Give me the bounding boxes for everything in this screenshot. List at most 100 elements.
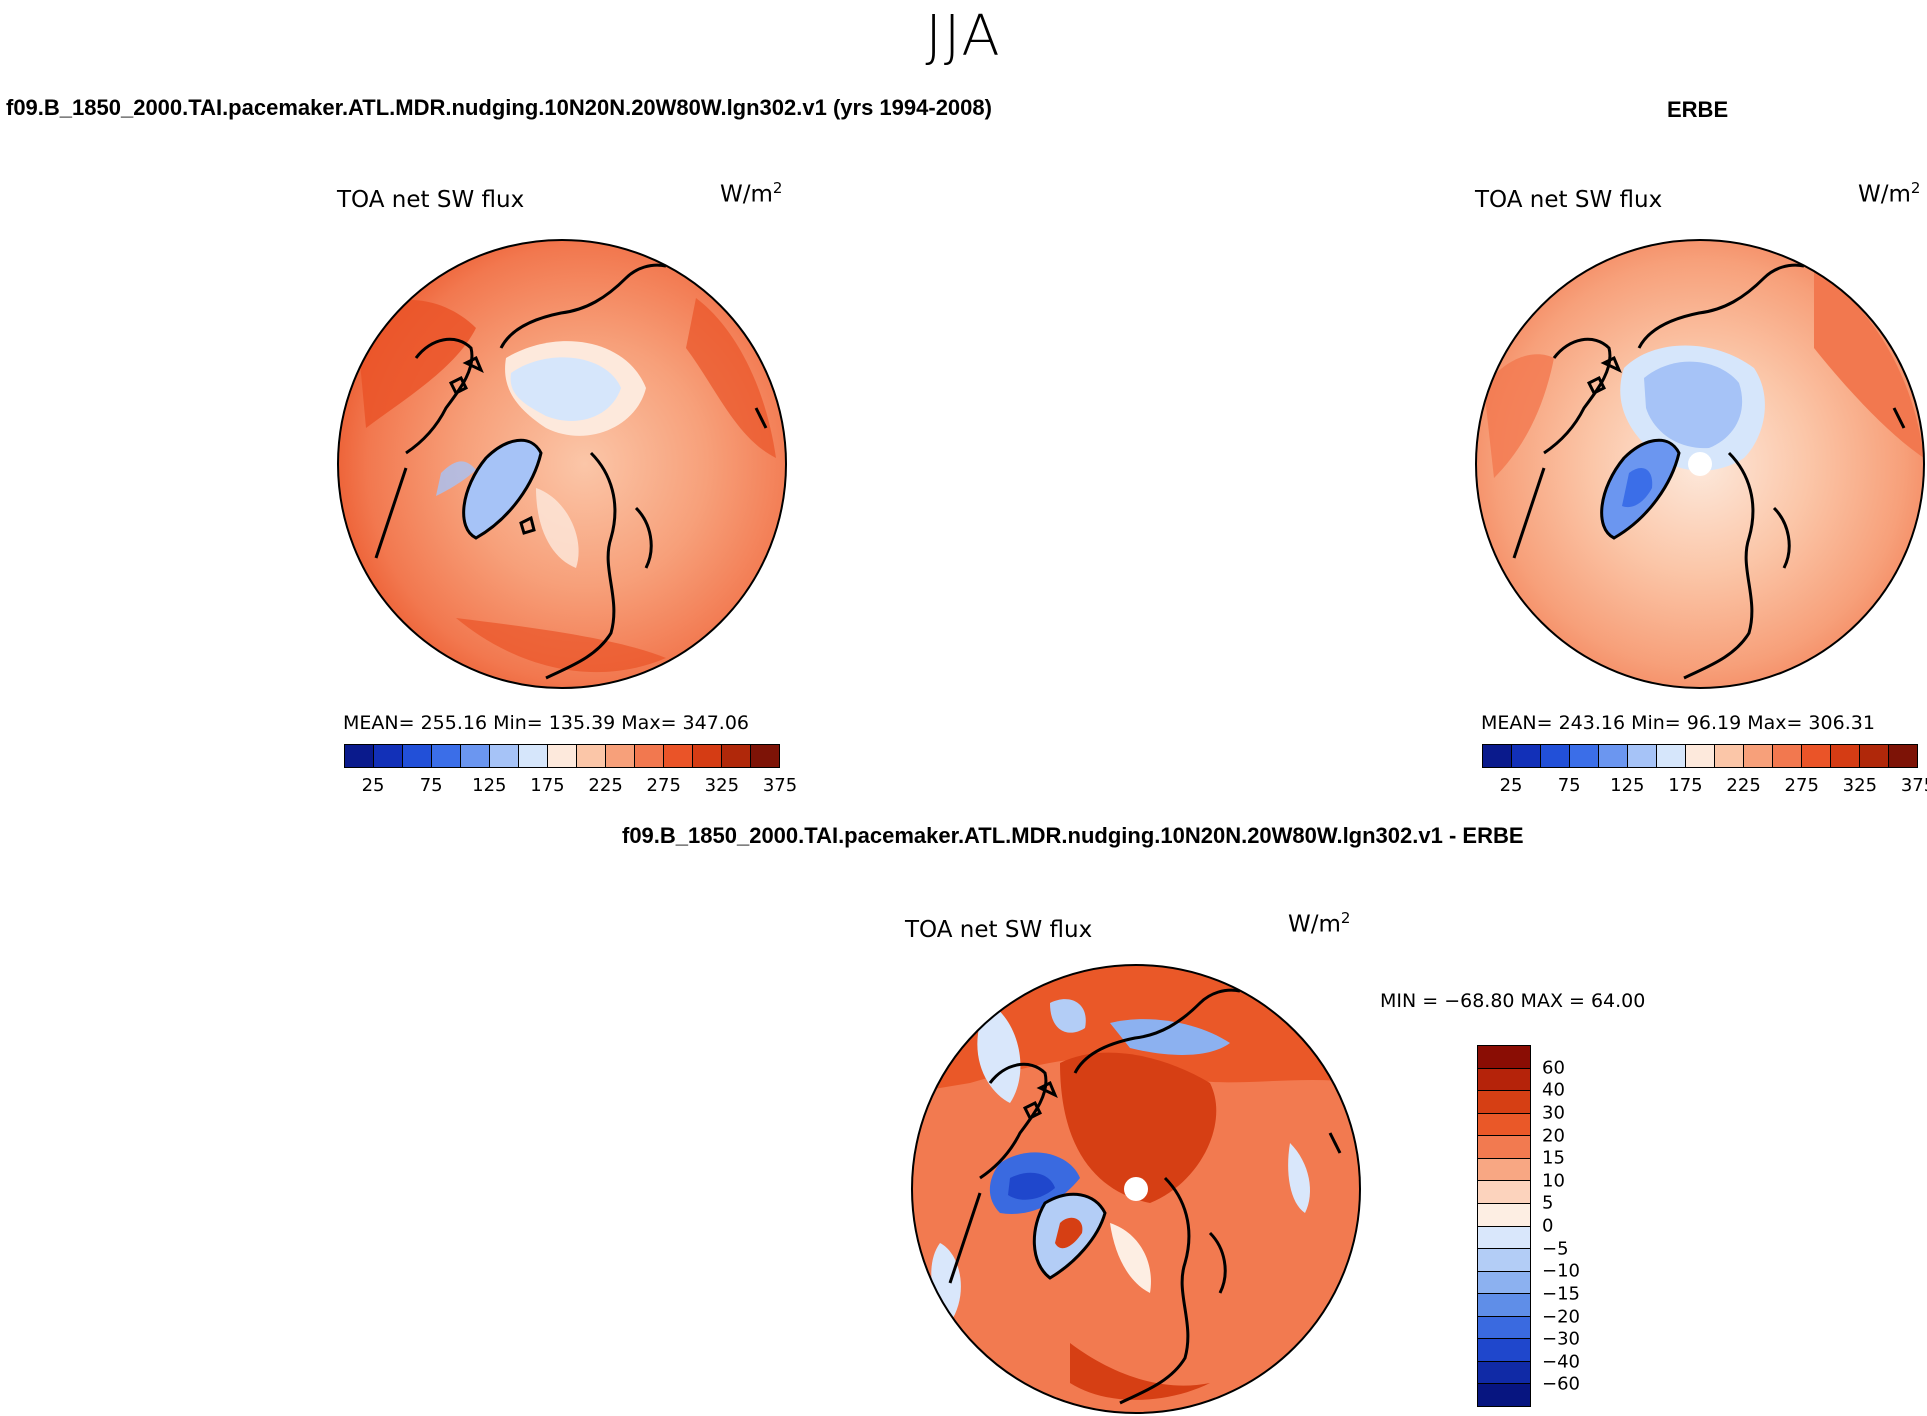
- colorbar-tick-label: 275: [1784, 775, 1819, 796]
- model-field-patch: [356, 299, 476, 428]
- colorbar-swatch: [1478, 1203, 1530, 1227]
- model-coastlines: [374, 263, 768, 680]
- colorbar-swatch: [461, 745, 490, 767]
- colorbar-swatch: [1478, 1339, 1530, 1362]
- colorbar-swatch: [1628, 745, 1657, 767]
- colorbar-tick-label: 325: [704, 775, 740, 796]
- colorbar-swatch: [1478, 1068, 1530, 1092]
- colorbar-tick-label: −30: [1542, 1328, 1580, 1350]
- season-title: JJA: [925, 4, 1002, 69]
- colorbar-swatch: [1744, 745, 1773, 767]
- colorbar-swatch: [432, 745, 461, 767]
- colorbar-tick-label: 275: [646, 775, 681, 796]
- colorbar-swatch: [519, 745, 548, 767]
- colorbar-swatch: [1860, 745, 1889, 767]
- colorbar-swatch: [548, 745, 577, 767]
- colorbar-swatch: [1478, 1226, 1530, 1250]
- colorbar-swatch: [1478, 1181, 1530, 1204]
- obs-stats: MEAN= 243.16 Min= 96.19 Max= 306.31: [1481, 712, 1875, 734]
- diff-units: W/m2: [1288, 909, 1351, 938]
- diff-field-patch: [1055, 1217, 1083, 1249]
- colorbar-swatch: [577, 745, 606, 767]
- diff-polar-map: [911, 964, 1361, 1414]
- diff-field-patch: [1288, 1143, 1310, 1213]
- colorbar-swatch: [1512, 745, 1541, 767]
- colorbar-swatch: [751, 745, 779, 767]
- colorbar-swatch: [1483, 745, 1512, 767]
- colorbar-swatch: [1478, 1158, 1530, 1182]
- obs-greenland-core: [1622, 468, 1653, 508]
- colorbar-swatch: [1478, 1249, 1530, 1272]
- model-colorbar-labels: 25 75 125 175 225 275 325 375: [344, 775, 798, 799]
- colorbar-swatch: [1773, 745, 1802, 767]
- model-field-patch: [436, 461, 476, 496]
- colorbar-tick-label: −40: [1542, 1351, 1580, 1373]
- model-field-patch: [456, 618, 666, 673]
- colorbar-swatch: [1889, 745, 1917, 767]
- obs-colorbar-labels: 25 75 125 175 225 275 325 375: [1482, 775, 1927, 799]
- colorbar-swatch: [693, 745, 722, 767]
- colorbar-tick-label: 5: [1542, 1192, 1554, 1214]
- diff-field-patch: [977, 1003, 1021, 1103]
- colorbar-swatch: [722, 745, 751, 767]
- colorbar-swatch: [1478, 1294, 1530, 1317]
- colorbar-tick-label: 40: [1542, 1079, 1565, 1101]
- colorbar-tick-label: 375: [762, 775, 798, 796]
- colorbar-swatch: [490, 745, 519, 767]
- colorbar-swatch: [1657, 745, 1686, 767]
- colorbar-tick-label: 225: [1726, 775, 1761, 796]
- colorbar-swatch: [1478, 1113, 1530, 1137]
- colorbar-tick-label: 25: [361, 775, 385, 796]
- diff-pole-missing-data: [1124, 1177, 1148, 1201]
- obs-arctic-ocean-field: [1644, 361, 1743, 449]
- colorbar-tick-label: 175: [530, 775, 565, 796]
- obs-colorbar: [1482, 744, 1918, 768]
- colorbar-tick-label: 0: [1542, 1215, 1554, 1237]
- obs-plot-title: TOA net SW flux: [1475, 187, 1663, 213]
- colorbar-tick-label: 125: [1610, 775, 1645, 796]
- model-units: W/m2: [720, 179, 783, 208]
- colorbar-swatch: [1478, 1271, 1530, 1295]
- colorbar-swatch: [1570, 745, 1599, 767]
- colorbar-tick-label: 125: [472, 775, 507, 796]
- diff-map-boundary: [911, 964, 1361, 1414]
- colorbar-swatch: [606, 745, 635, 767]
- model-field-patch: [536, 488, 579, 568]
- obs-panel-heading: ERBE: [1667, 97, 1729, 122]
- model-polar-map: [337, 239, 787, 689]
- colorbar-swatch: [1599, 745, 1628, 767]
- colorbar-tick-label: 225: [588, 775, 623, 796]
- diff-colorbar-labels: 60 40 30 20 15 10 5 0 −5 −10 −15 −20 −30 −40 −60: [1542, 1045, 1592, 1407]
- diff-field-patch: [1110, 1223, 1151, 1293]
- colorbar-swatch: [1831, 745, 1860, 767]
- colorbar-tick-label: −10: [1542, 1260, 1580, 1282]
- model-arctic-ocean-field: [510, 357, 621, 421]
- model-colorbar: [344, 744, 780, 768]
- colorbar-tick-label: −15: [1542, 1283, 1580, 1305]
- diff-stats: MIN = −68.80 MAX = 64.00: [1380, 990, 1646, 1012]
- obs-map-boundary: [1475, 239, 1925, 689]
- diff-panel-heading: f09.B_1850_2000.TAI.pacemaker.ATL.MDR.nu…: [622, 823, 1524, 848]
- obs-units: W/m2: [1858, 179, 1921, 208]
- model-stats: MEAN= 255.16 Min= 135.39 Max= 347.06: [343, 712, 750, 734]
- diff-field-patch: [1110, 1019, 1230, 1055]
- colorbar-swatch: [1802, 745, 1831, 767]
- colorbar-tick-label: 75: [1557, 775, 1581, 796]
- colorbar-tick-label: 10: [1542, 1170, 1565, 1192]
- colorbar-swatch: [664, 745, 693, 767]
- obs-field-patch: [1484, 354, 1554, 478]
- colorbar-swatch: [1541, 745, 1570, 767]
- colorbar-tick-label: 175: [1668, 775, 1703, 796]
- obs-coastlines: [1512, 263, 1906, 680]
- model-field-patch: [686, 298, 776, 458]
- colorbar-swatch: [1478, 1091, 1530, 1114]
- colorbar-tick-label: −20: [1542, 1306, 1580, 1327]
- obs-pole-missing-data: [1688, 452, 1712, 476]
- colorbar-swatch: [635, 745, 664, 767]
- colorbar-tick-label: 375: [1900, 775, 1927, 796]
- diff-arctic-ocean-field: [1060, 1052, 1217, 1203]
- colorbar-swatch: [1478, 1136, 1530, 1159]
- obs-polar-map: [1475, 239, 1925, 689]
- colorbar-swatch: [1715, 745, 1744, 767]
- colorbar-tick-label: 30: [1542, 1102, 1565, 1124]
